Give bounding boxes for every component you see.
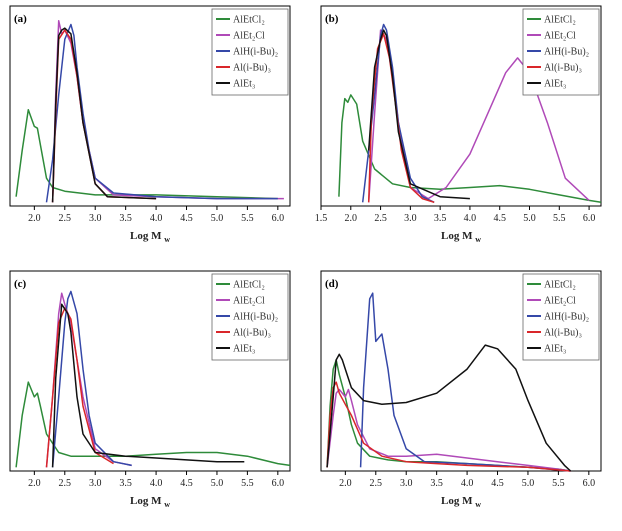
x-tick-label: 5.0 <box>211 478 224 489</box>
legend-label: AlEtCl₂ <box>544 280 576 291</box>
x-axis-label: Log M w <box>130 230 170 244</box>
x-tick-label: 3.0 <box>400 478 413 489</box>
x-tick-label: 2.0 <box>339 478 352 489</box>
x-tick-label: 3.0 <box>89 478 102 489</box>
plot-frame <box>9 5 291 207</box>
legend-label: AlH(i-Bu)₂ <box>544 47 589 58</box>
chart-svg-c: 2.0 2.5 3.0 3.5 4.0 4.5 5.0 5.5 6.0 Log M w (c) AlE… <box>9 270 291 509</box>
x-tick-label: 2.0 <box>28 213 41 224</box>
x-tick-label: 2.5 <box>59 478 72 489</box>
legend-label: AlEt₂Cl <box>233 296 265 307</box>
chart-svg-d: 2.0 2.5 3.0 3.5 4.0 4.5 5.0 5.5 6.0 Log M w (d) AlE… <box>320 270 602 509</box>
legend-label: AlEt₂Cl <box>544 31 576 42</box>
x-tick-label: 6.0 <box>272 478 285 489</box>
chart-panel-b: 1.5 2.0 2.5 3.0 3.5 4.0 4.5 5.0 5.5 6.0 Log M w (b)… <box>311 0 622 265</box>
legend-label: AlH(i-Bu)₂ <box>544 312 589 323</box>
legend-label: AlEtCl₂ <box>544 15 576 26</box>
series-line-2 <box>359 292 571 472</box>
legend-label: AlEtCl₂ <box>233 280 265 291</box>
panel-label: (d) <box>325 278 339 290</box>
legend-label: Al(i-Bu)₃ <box>233 63 271 74</box>
x-axis-label: Log M w <box>441 230 481 244</box>
series-line-4 <box>51 303 245 468</box>
x-axis-label-main: Log M <box>130 495 164 507</box>
x-tick-label: 2.0 <box>345 213 358 224</box>
chart-panel-d: 2.0 2.5 3.0 3.5 4.0 4.5 5.0 5.5 6.0 Log M w (d) AlE… <box>311 265 622 530</box>
x-axis-label-main: Log M <box>130 230 164 242</box>
x-tick-label: 4.5 <box>180 478 193 489</box>
panel-label: (a) <box>14 13 27 25</box>
x-tick-label: 4.5 <box>180 213 193 224</box>
x-axis-label-sub: w <box>475 500 481 509</box>
x-tick-label: 5.0 <box>523 213 536 224</box>
legend-label: AlEt₃ <box>544 79 566 90</box>
x-tick-label: 2.5 <box>370 478 383 489</box>
x-tick-label: 4.0 <box>150 478 163 489</box>
legend-label: AlEt₂Cl <box>233 31 265 42</box>
legend-label: AlEt₃ <box>544 344 566 355</box>
plot-frame <box>320 5 602 207</box>
legend-label: AlH(i-Bu)₂ <box>233 47 278 58</box>
x-axis-label: Log M w <box>441 495 481 509</box>
series-line-3 <box>51 29 157 203</box>
x-tick-label: 4.5 <box>491 478 504 489</box>
legend-label: AlEt₃ <box>233 344 255 355</box>
x-tick-label: 3.0 <box>89 213 102 224</box>
x-tick-label: 5.0 <box>522 478 535 489</box>
x-tick-label: 4.5 <box>493 213 506 224</box>
x-tick-label: 2.5 <box>374 213 387 224</box>
x-tick-label: 5.5 <box>553 213 566 224</box>
chart-panel-a: 2.0 2.5 3.0 3.5 4.0 4.5 5.0 5.5 6.0 Log M w (a) AlE… <box>0 0 311 265</box>
x-axis-label-sub: w <box>164 235 170 244</box>
x-tick-label: 3.5 <box>119 213 132 224</box>
series-line-1 <box>45 292 132 468</box>
x-tick-label: 6.0 <box>272 213 285 224</box>
series-line-2 <box>45 23 278 203</box>
x-tick-label: 6.0 <box>583 213 596 224</box>
series-line-3 <box>45 307 114 468</box>
x-axis-label: Log M w <box>130 495 170 509</box>
panel-label: (c) <box>14 278 27 290</box>
series-line-4 <box>367 29 470 200</box>
x-tick-label: 4.0 <box>461 478 474 489</box>
x-axis-label-sub: w <box>164 500 170 509</box>
plot-frame <box>9 270 291 472</box>
x-axis-label-main: Log M <box>441 230 475 242</box>
plot-frame <box>320 270 602 472</box>
series-line-2 <box>361 23 435 203</box>
x-tick-label: 3.5 <box>434 213 447 224</box>
x-tick-label: 5.5 <box>241 213 254 224</box>
legend-label: AlEt₂Cl <box>544 296 576 307</box>
legend-label: Al(i-Bu)₃ <box>544 328 582 339</box>
x-tick-label: 4.0 <box>150 213 163 224</box>
x-axis-label-sub: w <box>475 235 481 244</box>
legend-label: AlEt₃ <box>233 79 255 90</box>
legend-label: AlH(i-Bu)₂ <box>233 312 278 323</box>
series-line-0 <box>15 381 291 468</box>
x-axis-label-main: Log M <box>441 495 475 507</box>
x-tick-label: 5.5 <box>552 478 565 489</box>
series-line-0 <box>338 94 602 204</box>
x-tick-label: 3.0 <box>404 213 417 224</box>
x-tick-label: 1.5 <box>315 213 328 224</box>
legend-label: AlEtCl₂ <box>233 15 265 26</box>
series-line-4 <box>51 27 157 203</box>
chart-svg-a: 2.0 2.5 3.0 3.5 4.0 4.5 5.0 5.5 6.0 Log M w (a) AlE… <box>9 5 291 244</box>
x-tick-label: 4.0 <box>464 213 477 224</box>
x-tick-label: 2.5 <box>59 213 72 224</box>
series-line-4 <box>326 344 572 472</box>
chart-panel-c: 2.0 2.5 3.0 3.5 4.0 4.5 5.0 5.5 6.0 Log M w (c) AlE… <box>0 265 311 530</box>
x-tick-label: 3.5 <box>430 478 443 489</box>
panel-label: (b) <box>325 13 339 25</box>
x-tick-label: 3.5 <box>119 478 132 489</box>
x-tick-label: 5.5 <box>241 478 254 489</box>
legend-label: Al(i-Bu)₃ <box>544 63 582 74</box>
legend-label: Al(i-Bu)₃ <box>233 328 271 339</box>
chart-svg-b: 1.5 2.0 2.5 3.0 3.5 4.0 4.5 5.0 5.5 6.0 Log M w (b)… <box>315 5 602 244</box>
x-tick-label: 5.0 <box>211 213 224 224</box>
series-line-0 <box>15 108 278 200</box>
x-tick-label: 2.0 <box>28 478 41 489</box>
series-line-2 <box>51 290 132 468</box>
x-tick-label: 6.0 <box>583 478 596 489</box>
